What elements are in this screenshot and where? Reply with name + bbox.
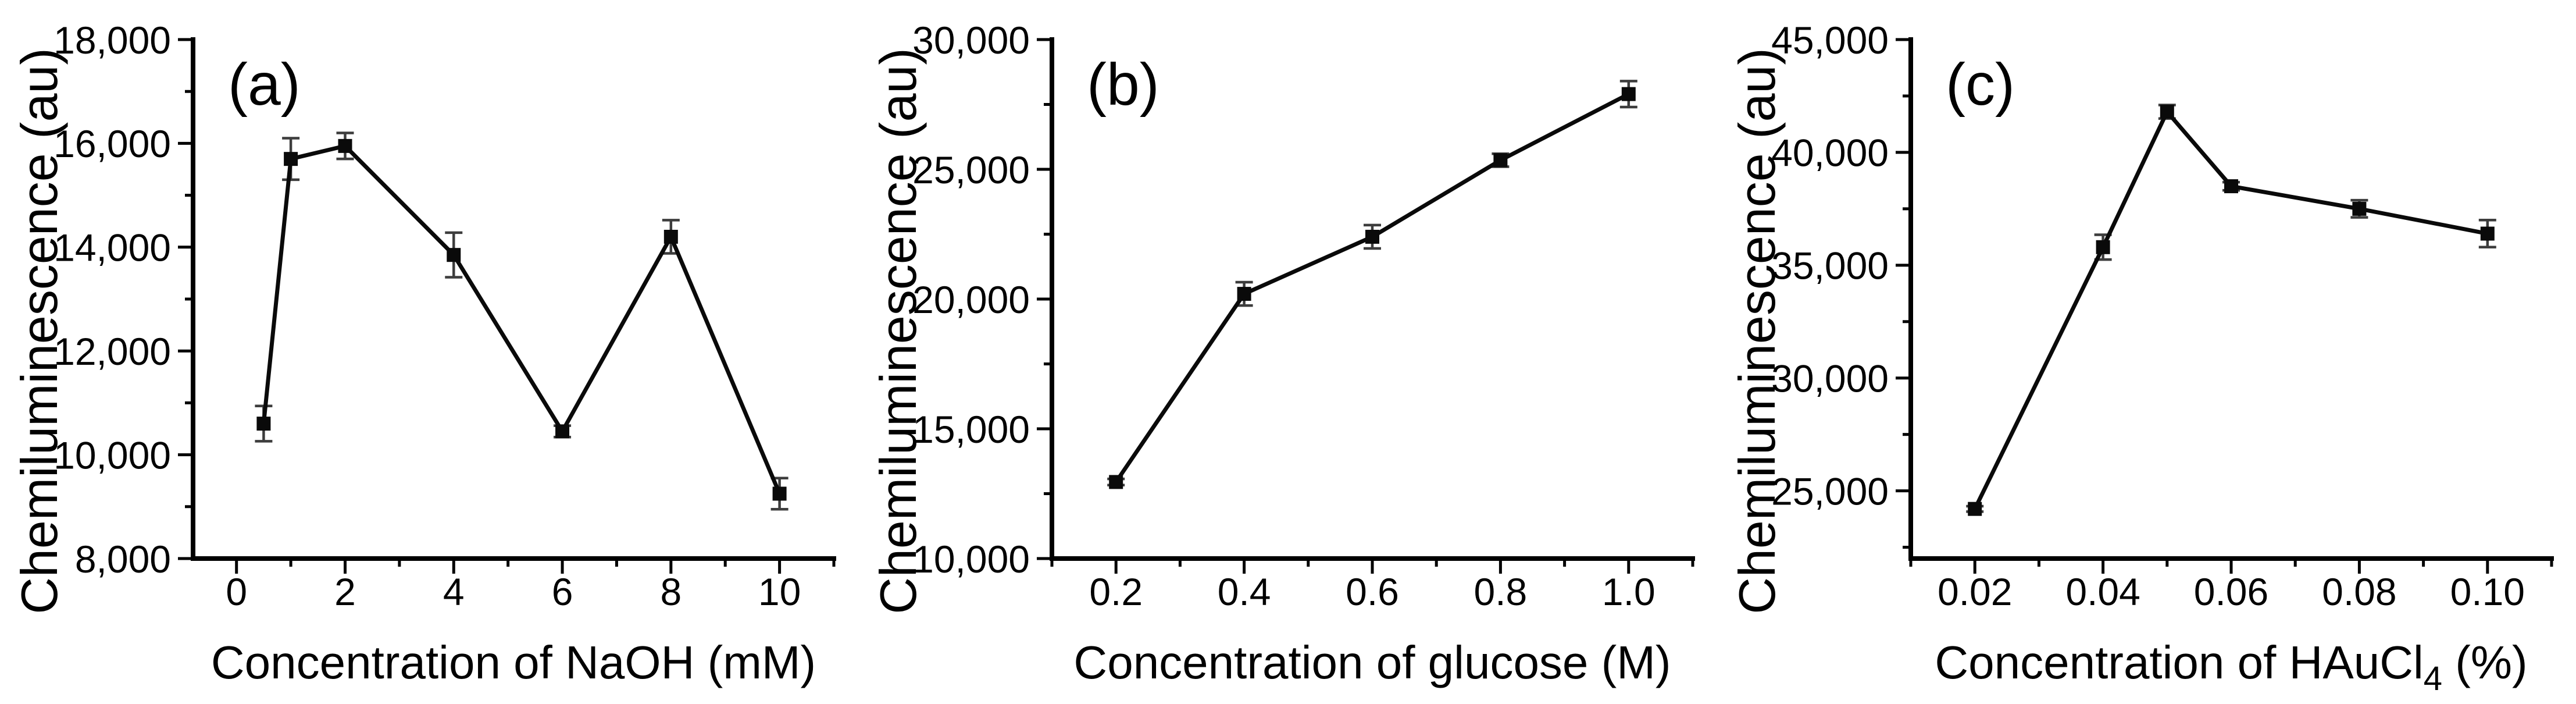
x-tick-label: 0.2 — [1089, 570, 1143, 613]
data-point-marker — [2224, 179, 2238, 194]
y-axis-title: Chemiluminescence (au) — [1728, 48, 1786, 614]
y-tick-label: 30,000 — [912, 19, 1030, 62]
x-axis-title: Concentration of NaOH (mM) — [211, 637, 816, 688]
x-tick-label: 0.06 — [2194, 570, 2268, 613]
y-tick-label: 14,000 — [53, 226, 171, 269]
y-tick-label: 10,000 — [912, 538, 1030, 581]
y-tick-label: 15,000 — [912, 408, 1030, 451]
y-tick-label: 25,000 — [1771, 470, 1889, 513]
x-tick-label: 0 — [226, 570, 247, 613]
data-point-marker — [2480, 226, 2495, 241]
data-point-marker — [2096, 240, 2110, 254]
y-tick-label: 25,000 — [912, 148, 1030, 191]
data-point-marker — [284, 152, 298, 166]
data-point-marker — [1237, 287, 1251, 301]
x-tick-label: 0.02 — [1938, 570, 2012, 613]
y-axis-title: Chemiluminescence (au) — [869, 48, 927, 614]
plot-background — [1718, 0, 2576, 704]
x-tick-label: 0.4 — [1218, 570, 1271, 613]
data-point-marker — [338, 138, 352, 153]
y-tick-label: 35,000 — [1771, 244, 1889, 287]
y-tick-label: 18,000 — [53, 19, 171, 62]
x-tick-label: 10 — [758, 570, 801, 613]
x-axis-title: Concentration of HAuCl4 (%) — [1935, 637, 2527, 698]
y-tick-label: 45,000 — [1771, 19, 1889, 62]
data-point-marker — [2352, 201, 2367, 216]
y-tick-label: 8,000 — [75, 538, 171, 581]
chart-panel-a: 0 2 4 6 8 10 8,000 10,000 12,000 14,000 16,000 18,0… — [0, 0, 858, 704]
x-tick-label: 0.8 — [1474, 570, 1528, 613]
data-point-marker — [1109, 475, 1123, 489]
chart-panel-b: 0.2 0.4 0.6 0.8 1.0 10,000 15,000 20,000 25,000 3… — [859, 0, 1717, 704]
data-point-marker — [772, 486, 787, 501]
data-point-marker — [555, 424, 570, 439]
x-tick-label: 0.08 — [2322, 570, 2396, 613]
x-tick-label: 0.6 — [1346, 570, 1399, 613]
data-point-marker — [1621, 87, 1636, 101]
data-point-marker — [447, 248, 461, 262]
x-tick-label: 4 — [443, 570, 465, 613]
panel-label: (a) — [228, 51, 301, 118]
y-tick-label: 20,000 — [912, 278, 1030, 321]
y-axis-title: Chemiluminescence (au) — [10, 48, 68, 614]
y-tick-label: 40,000 — [1771, 131, 1889, 175]
plot-background — [0, 0, 858, 704]
data-point-marker — [256, 417, 271, 431]
data-point-marker — [663, 229, 678, 244]
x-axis-title: Concentration of glucose (M) — [1073, 637, 1671, 688]
x-tick-label: 0.10 — [2450, 570, 2525, 613]
plot-background — [859, 0, 1717, 704]
x-tick-label: 6 — [552, 570, 573, 613]
x-tick-label: 2 — [334, 570, 356, 613]
x-tick-label: 1.0 — [1602, 570, 1656, 613]
panel-label: (b) — [1087, 51, 1159, 118]
data-line — [1973, 108, 2488, 510]
data-point-marker — [2160, 105, 2174, 119]
x-tick-label: 0.04 — [2065, 570, 2140, 613]
data-point-marker — [1968, 502, 1982, 516]
data-point-marker — [1493, 153, 1508, 168]
y-tick-label: 12,000 — [53, 330, 171, 373]
y-tick-label: 16,000 — [53, 122, 171, 165]
y-tick-label: 30,000 — [1771, 357, 1889, 400]
x-tick-label: 8 — [660, 570, 682, 613]
chart-panel-c: 0.02 0.04 0.06 0.08 0.10 25,000 30,000 35,000 40… — [1718, 0, 2576, 704]
panel-label: (c) — [1946, 51, 2015, 118]
data-point-marker — [1365, 229, 1379, 244]
y-tick-label: 10,000 — [53, 433, 171, 477]
